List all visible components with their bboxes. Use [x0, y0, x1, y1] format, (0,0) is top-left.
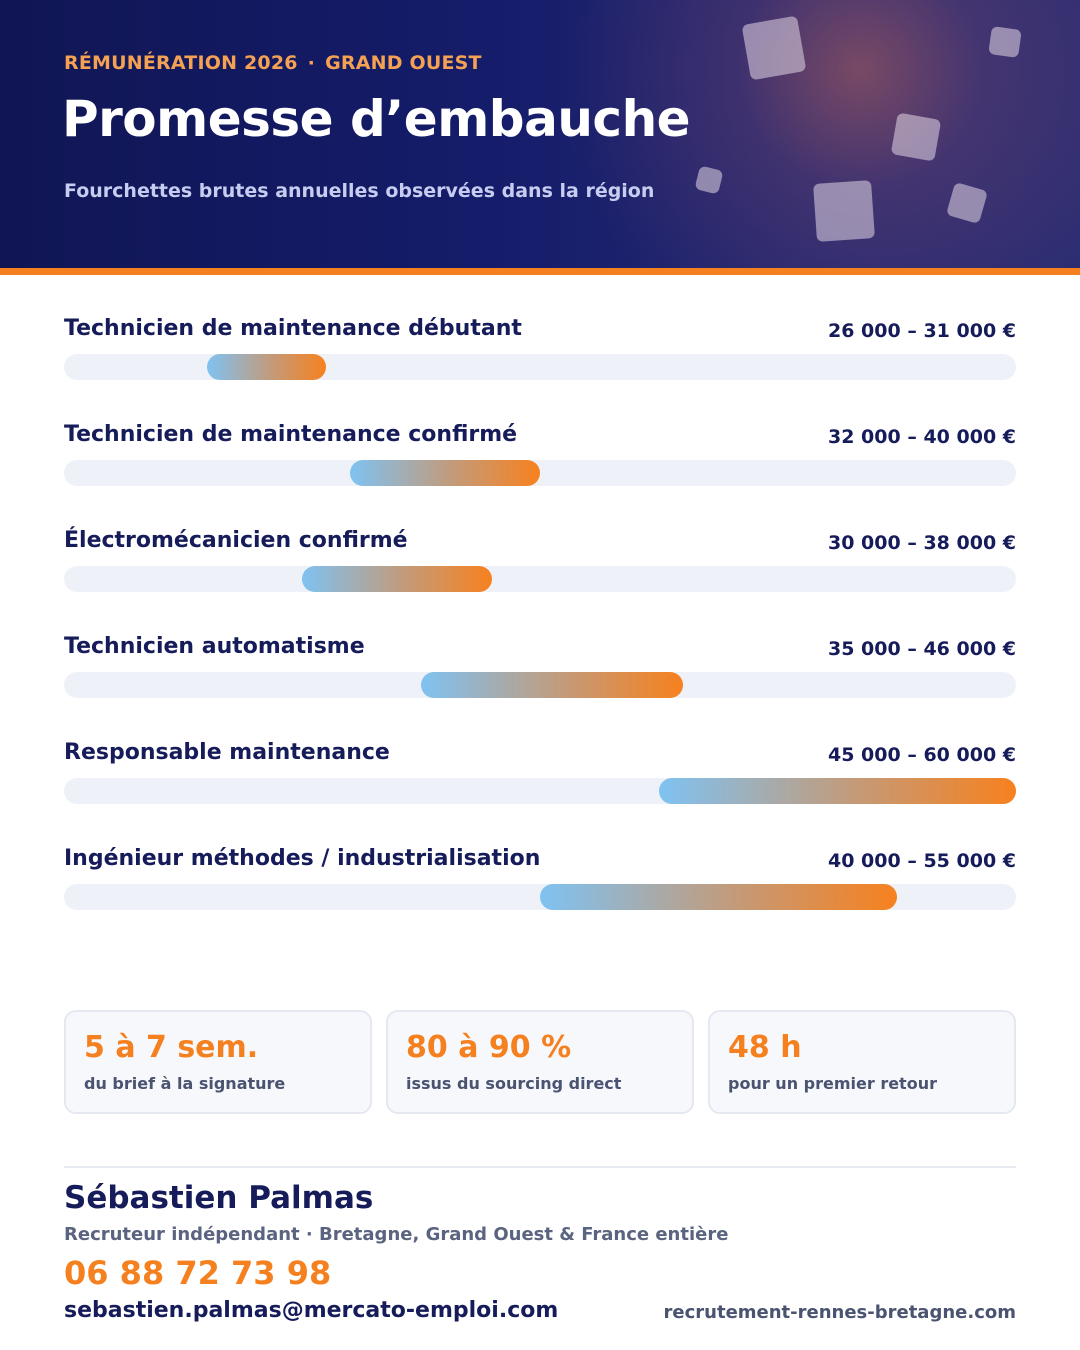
decorative-square	[890, 112, 942, 162]
eyebrow-year: RÉMUNÉRATION 2026	[64, 52, 298, 74]
decorative-square	[741, 15, 807, 81]
page-title: Promesse d’embauche	[62, 90, 691, 148]
salary-range: 35 000 – 46 000 €	[828, 638, 1016, 660]
job-title: Technicien automatisme	[64, 634, 365, 659]
salary-track	[64, 460, 1016, 486]
salary-row: Ingénieur méthodes / industrialisation 4…	[64, 830, 1016, 936]
salary-range: 45 000 – 60 000 €	[828, 744, 1016, 766]
salary-track	[64, 778, 1016, 804]
salary-row: Technicien de maintenance confirmé 32 00…	[64, 406, 1016, 512]
salary-range-bar	[659, 778, 1016, 804]
stat-caption: du brief à la signature	[84, 1074, 286, 1093]
salary-range-bar	[421, 672, 683, 698]
salary-track	[64, 566, 1016, 592]
contact-name: Sébastien Palmas	[64, 1180, 374, 1216]
salary-range: 32 000 – 40 000 €	[828, 426, 1016, 448]
stat-card: 80 à 90 % issus du sourcing direct	[386, 1010, 694, 1114]
job-title: Électromécanicien confirmé	[64, 528, 408, 553]
salary-range-bar	[302, 566, 493, 592]
job-title: Technicien de maintenance débutant	[64, 316, 522, 341]
decorative-square	[813, 180, 875, 242]
eyebrow-separator: ·	[307, 52, 316, 74]
salary-track	[64, 354, 1016, 380]
stat-value: 5 à 7 sem.	[84, 1030, 259, 1065]
salary-range-bar	[206, 354, 326, 380]
job-title: Technicien de maintenance confirmé	[64, 422, 518, 447]
salary-list: Technicien de maintenance débutant 26 00…	[64, 300, 1016, 936]
website-link[interactable]: recrutement-rennes-bretagne.com	[663, 1302, 1016, 1323]
salary-range-bar	[349, 460, 540, 486]
contact-phone-link[interactable]: 06 88 72 73 98	[64, 1254, 332, 1292]
salary-row: Responsable maintenance 45 000 – 60 000 …	[64, 724, 1016, 830]
salary-range: 26 000 – 31 000 €	[828, 320, 1016, 342]
eyebrow: RÉMUNÉRATION 2026 · GRAND OUEST	[64, 52, 482, 74]
salary-row: Électromécanicien confirmé 30 000 – 38 0…	[64, 512, 1016, 618]
salary-track	[64, 884, 1016, 910]
decorative-square	[945, 181, 989, 225]
salary-row: Technicien de maintenance débutant 26 00…	[64, 300, 1016, 406]
salary-track	[64, 672, 1016, 698]
salary-range: 30 000 – 38 000 €	[828, 532, 1016, 554]
stat-card: 48 h pour un premier retour	[708, 1010, 1016, 1114]
decorative-square	[988, 26, 1022, 58]
contact-role: Recruteur indépendant · Bretagne, Grand …	[64, 1224, 729, 1245]
stats-cards: 5 à 7 sem. du brief à la signature 80 à …	[64, 1010, 1016, 1114]
contact-email-link[interactable]: sebastien.palmas@mercato-emploi.com	[64, 1298, 559, 1323]
header-accent-bar	[0, 268, 1080, 275]
salary-row: Technicien automatisme 35 000 – 46 000 €	[64, 618, 1016, 724]
eyebrow-region: GRAND OUEST	[325, 52, 482, 74]
stat-caption: issus du sourcing direct	[406, 1074, 622, 1093]
stat-card: 5 à 7 sem. du brief à la signature	[64, 1010, 372, 1114]
decorative-square	[694, 165, 724, 195]
salary-range: 40 000 – 55 000 €	[828, 850, 1016, 872]
stat-value: 48 h	[728, 1030, 802, 1065]
footer-divider	[64, 1166, 1016, 1168]
job-title: Responsable maintenance	[64, 740, 390, 765]
job-title: Ingénieur méthodes / industrialisation	[64, 846, 541, 871]
salary-range-bar	[540, 884, 897, 910]
stat-caption: pour un premier retour	[728, 1074, 937, 1093]
page-subtitle: Fourchettes brutes annuelles observées d…	[64, 180, 655, 202]
header-banner: RÉMUNÉRATION 2026 · GRAND OUEST Promesse d…	[0, 0, 1080, 268]
stat-value: 80 à 90 %	[406, 1030, 572, 1065]
